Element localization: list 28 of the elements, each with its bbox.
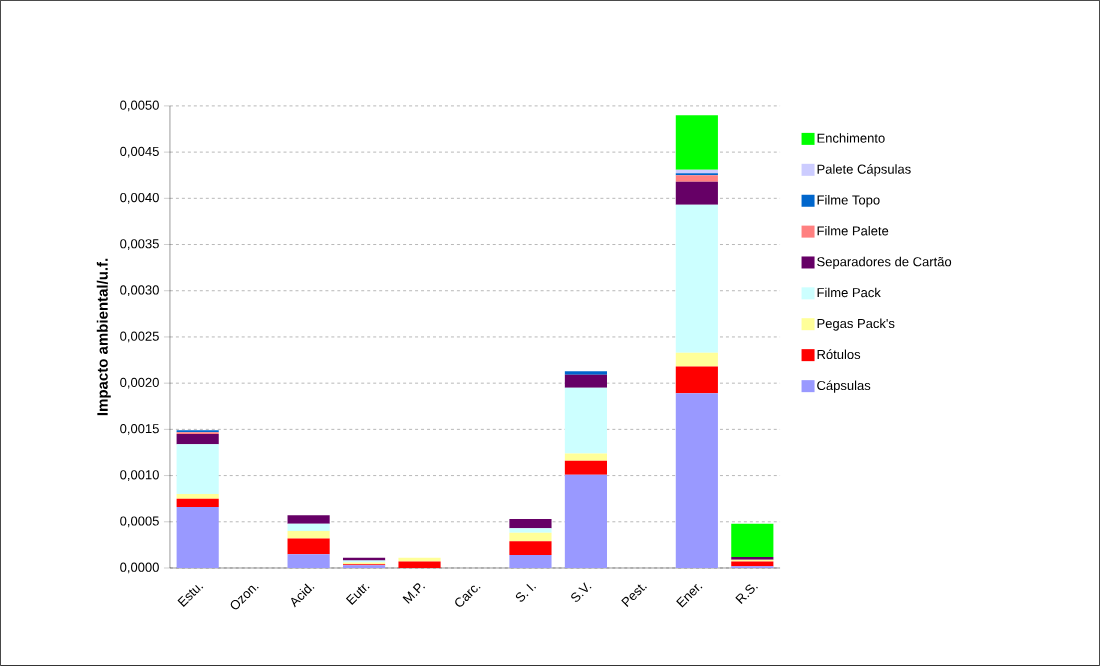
legend-label: Cápsulas	[817, 380, 871, 393]
y-axis-title: Impacto ambiental/u.f.	[96, 258, 111, 416]
legend-label: Filme Pack	[817, 287, 881, 298]
x-tick-label: M.P.	[402, 583, 426, 604]
legend-label: Filme Topo	[817, 195, 880, 208]
y-tick-label: 0,0050	[120, 100, 159, 112]
y-tick-label: 0,0020	[120, 377, 159, 389]
x-tick-label: Carc.	[455, 585, 481, 607]
y-tick-label: 0,0015	[120, 424, 159, 435]
y-tick-label: 0,0005	[120, 516, 159, 528]
legend-label: Rótulos	[817, 349, 861, 360]
y-tick-label: 0,0025	[120, 331, 159, 343]
y-tick-label: 0,0045	[120, 146, 159, 158]
legend-label: Enchimento	[817, 133, 885, 143]
x-tick-label: Eutr.	[345, 584, 370, 605]
y-tick-label: 0,0035	[120, 239, 159, 250]
y-tick-label: 0,0000	[120, 562, 159, 574]
legend-label: Separadores de Cartão	[817, 256, 952, 269]
y-tick-label: 0,0030	[120, 285, 159, 297]
x-tick-label: R.S.	[735, 584, 758, 604]
legend-label: Palete Cápsulas	[817, 164, 911, 177]
legend-label: Filme Palete	[817, 225, 889, 236]
x-tick-label: Estu.	[177, 585, 204, 607]
x-tick-label: S. I.	[515, 583, 537, 602]
x-tick-label: S.V.	[571, 582, 592, 602]
legend-label: Pegas Pack's	[817, 318, 895, 331]
y-tick-label: 0,0010	[120, 470, 159, 481]
y-tick-label: 0,0040	[120, 193, 159, 204]
